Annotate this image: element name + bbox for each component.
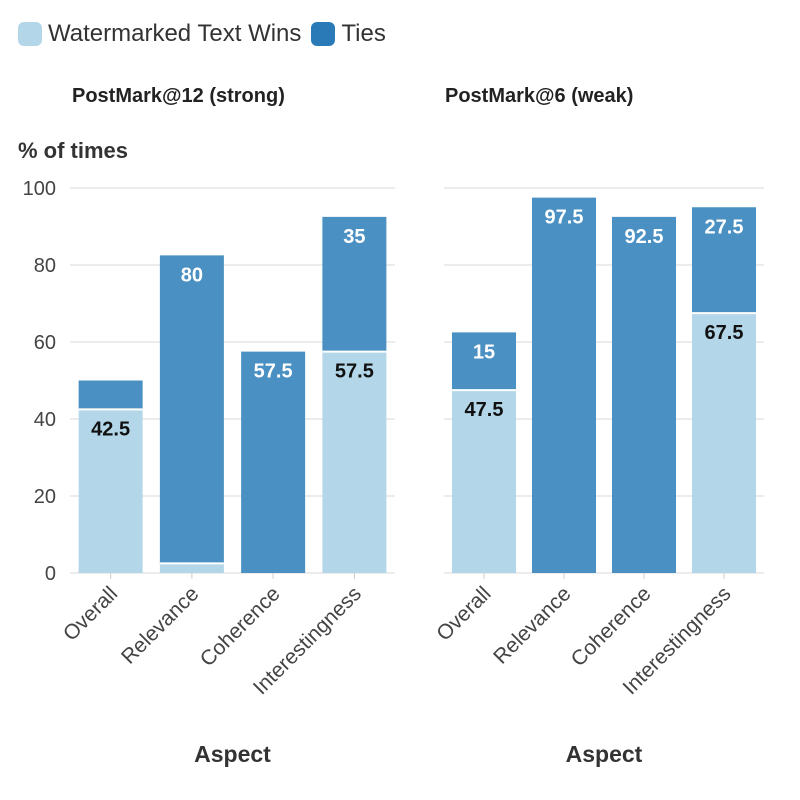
data-label-ties: 80 [181,264,203,286]
legend-swatch-wins [18,22,42,46]
legend-item-ties[interactable]: Ties [311,20,386,48]
legend: Watermarked Text Wins Ties [18,20,386,48]
data-label-wins: 57.5 [335,361,374,383]
bar-ties [692,207,756,314]
y-tick-label: 40 [34,409,56,431]
bar-ties [78,380,143,410]
legend-label-ties: Ties [341,20,386,47]
data-label-ties: 92.5 [625,226,664,248]
x-tick-label: Overall [432,582,495,645]
x-tick-label: Relevance [489,582,575,668]
y-tick-label: 60 [34,332,56,354]
y-axis-label: % of times [18,138,128,163]
y-tick-label: 100 [23,178,56,200]
data-label-ties: 57.5 [254,361,293,383]
x-tick-label: Coherence [567,582,656,671]
x-tick-label: Coherence [196,582,285,671]
bar-ties [322,216,387,352]
legend-swatch-ties [311,22,336,46]
data-label-ties: 35 [343,226,365,248]
y-tick-label: 20 [34,486,56,508]
x-axis-label: Aspect [194,741,271,767]
bar-wins [78,409,143,573]
bar-wins [692,313,756,573]
data-label-wins: 67.5 [705,322,744,344]
bar-wins [159,563,224,573]
data-label-ties: 27.5 [705,216,744,238]
data-label-ties: 97.5 [545,207,584,229]
y-tick-label: 0 [45,563,56,585]
bar-ties [159,255,224,564]
panel-title: PostMark@6 (weak) [445,85,633,107]
x-tick-label: Overall [59,582,122,645]
x-axis-label: Aspect [566,741,643,767]
legend-label-wins: Watermarked Text Wins [48,20,302,47]
data-label-ties: 15 [473,341,495,363]
data-label-wins: 47.5 [465,399,504,421]
bar-ties [241,351,306,573]
panel-title: PostMark@12 (strong) [72,85,285,107]
legend-item-wins[interactable]: Watermarked Text Wins [18,20,301,48]
bar-ties [452,332,516,391]
bar-ties [532,197,596,573]
y-tick-label: 80 [34,255,56,277]
x-tick-label: Relevance [117,582,203,668]
data-label-wins: 42.5 [91,418,130,440]
bar-wins [452,390,516,573]
bar-wins [322,351,387,573]
bar-ties [612,216,676,573]
